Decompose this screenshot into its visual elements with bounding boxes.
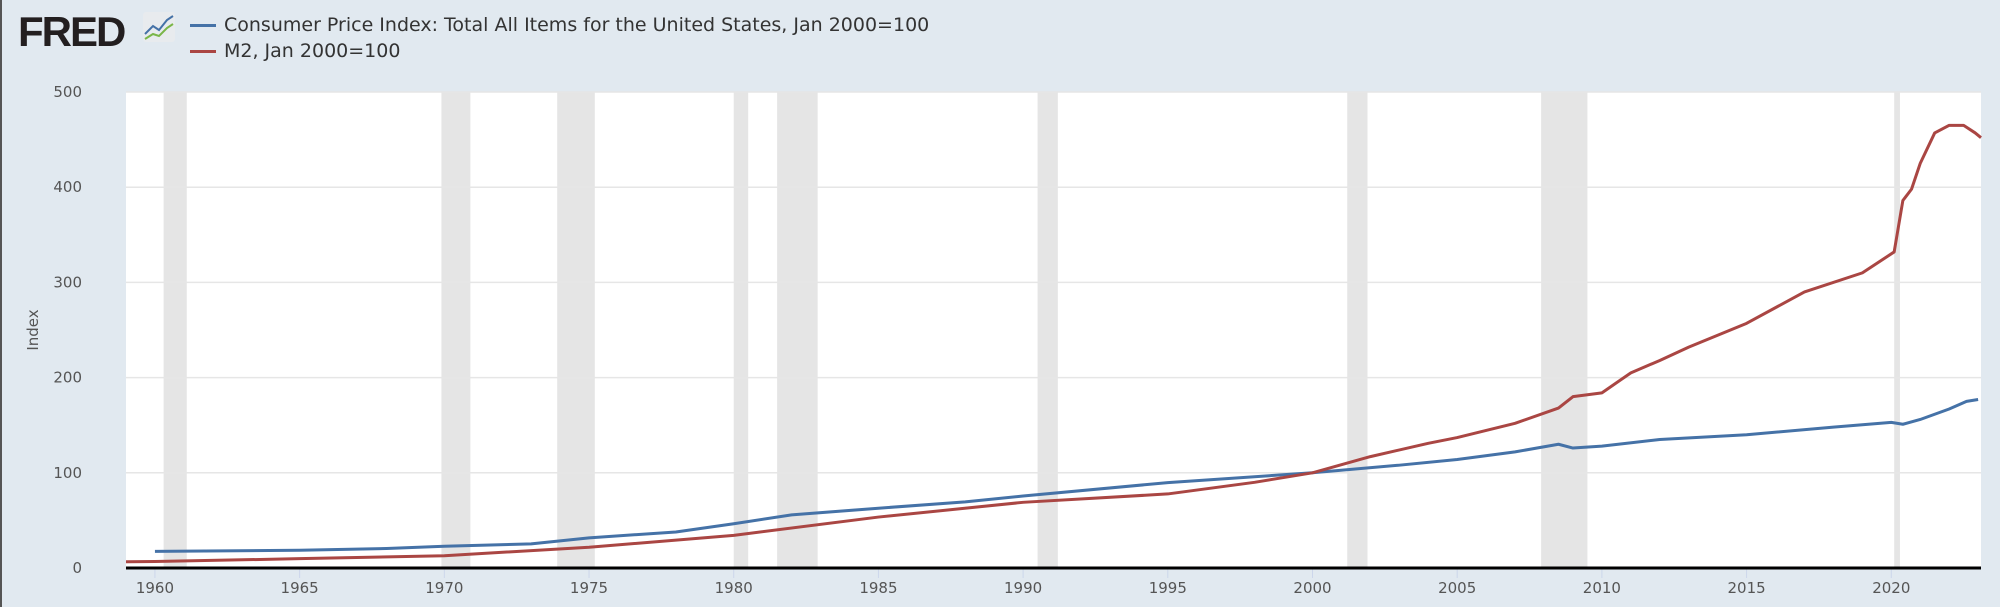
y-tick-label: 300 [53,273,82,291]
recession-band [777,92,818,568]
cpi-series-line [154,398,1979,553]
recession-band [1894,92,1900,568]
fred-logo[interactable]: FRED [18,8,126,55]
x-tick-label: 2000 [1293,579,1331,597]
x-tick-label: 2020 [1872,579,1910,597]
x-tick-label: 1985 [859,579,897,597]
y-tick-label: 100 [53,464,82,482]
legend-swatch [190,23,216,27]
recession-band [1037,92,1058,568]
x-tick-label: 1990 [1004,579,1042,597]
m2-series-line [125,123,1982,564]
recession-band [163,92,187,568]
logo-lines-icon [144,15,174,40]
x-tick-label: 2005 [1438,579,1476,597]
x-tick-label: 1980 [715,579,753,597]
legend-swatch [190,49,216,53]
recession-band [441,92,471,568]
x-tick-label: 2015 [1727,579,1765,597]
recession-band [733,92,749,568]
x-tick-label: 1960 [136,579,174,597]
y-tick-label: 400 [53,178,82,196]
y-tick-label: 0 [72,559,82,577]
chart-legend: Consumer Price Index: Total All Items fo… [190,12,929,64]
legend-item-m2[interactable]: M2, Jan 2000=100 [190,38,929,64]
legend-item-cpi[interactable]: Consumer Price Index: Total All Items fo… [190,12,929,38]
recession-band [1347,92,1368,568]
recession-band [557,92,595,568]
x-tick-label: 1970 [425,579,463,597]
recession-band [1541,92,1588,568]
y-tick-label: 200 [53,369,82,387]
x-tick-label: 2010 [1583,579,1621,597]
x-tick-label: 1975 [570,579,608,597]
x-tick-label: 1965 [281,579,319,597]
chart-logo-icon [143,12,175,42]
legend-label: M2, Jan 2000=100 [224,40,401,62]
y-tick-label: 500 [53,83,82,101]
y-axis-label: Index [24,309,42,350]
x-tick-label: 1995 [1149,579,1187,597]
legend-label: Consumer Price Index: Total All Items fo… [224,14,930,36]
